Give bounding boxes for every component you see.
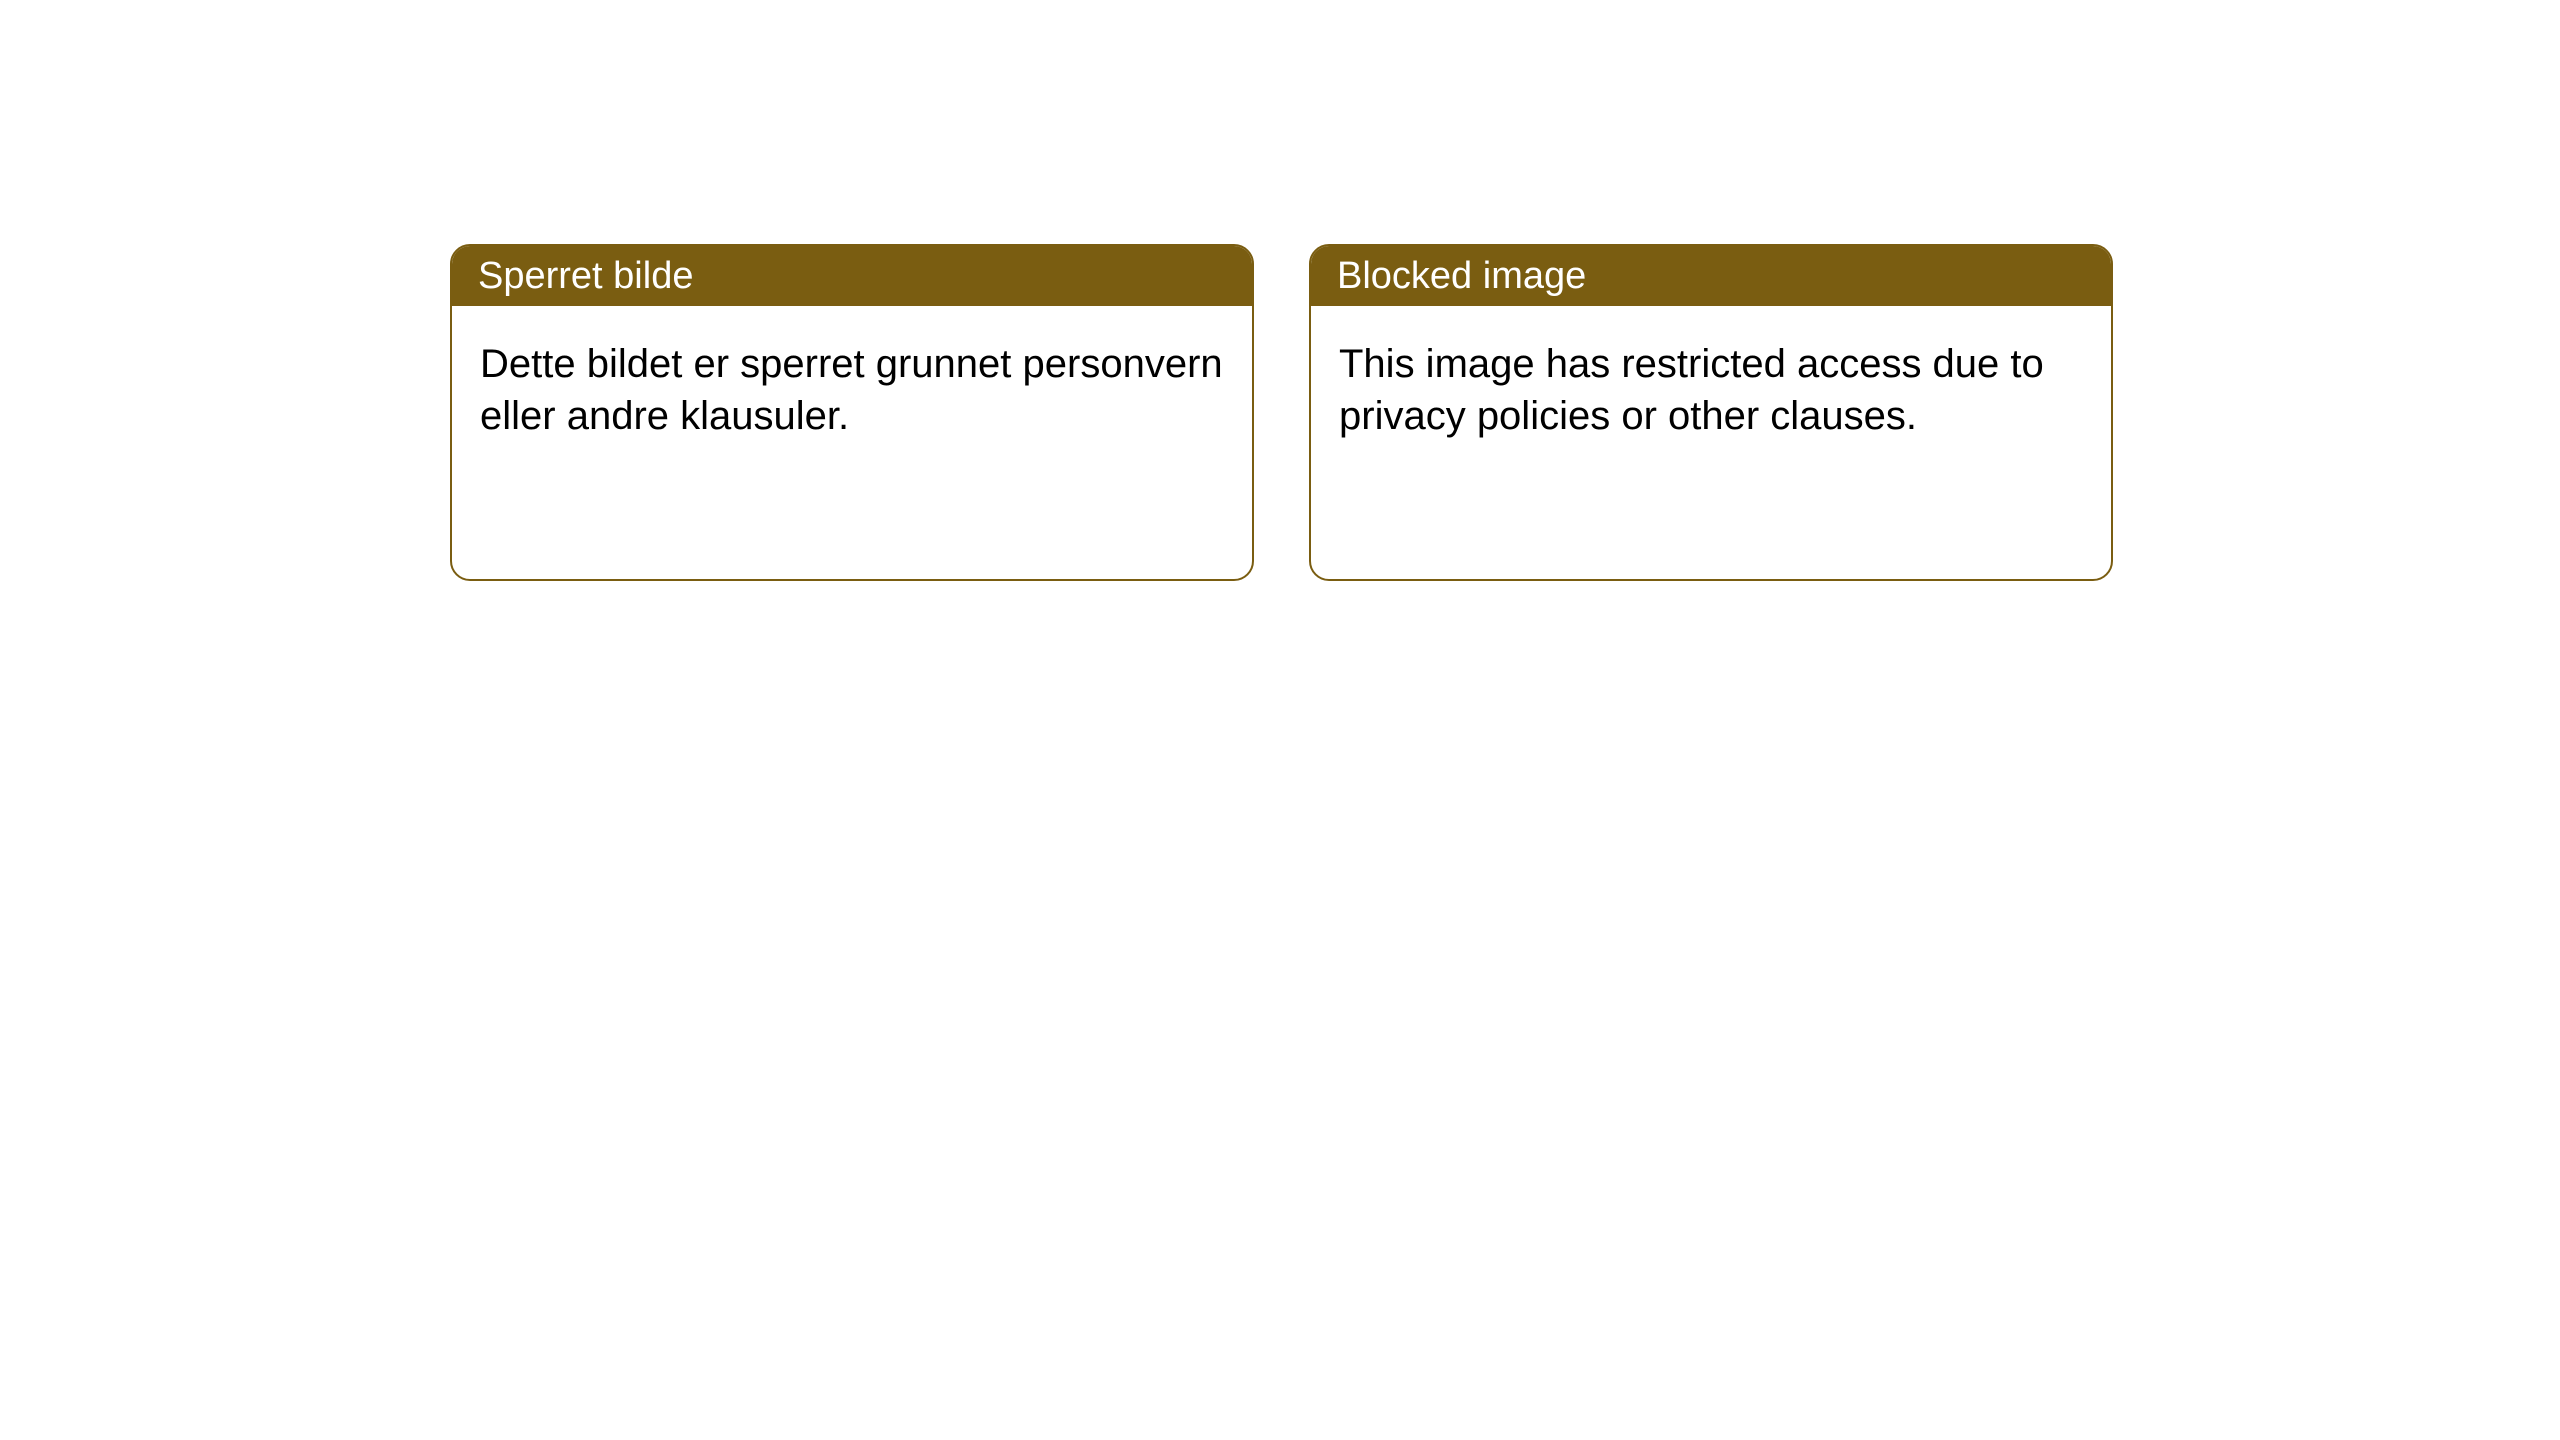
- notice-title-norwegian: Sperret bilde: [478, 255, 693, 298]
- notice-card-english: Blocked image This image has restricted …: [1309, 244, 2113, 581]
- notice-body-norwegian: Dette bildet er sperret grunnet personve…: [452, 306, 1252, 474]
- notice-text-norwegian: Dette bildet er sperret grunnet personve…: [480, 342, 1223, 438]
- notice-title-english: Blocked image: [1337, 255, 1586, 298]
- notice-body-english: This image has restricted access due to …: [1311, 306, 2111, 474]
- notice-text-english: This image has restricted access due to …: [1339, 342, 2044, 438]
- notice-container: Sperret bilde Dette bildet er sperret gr…: [0, 0, 2560, 581]
- notice-header-english: Blocked image: [1311, 246, 2111, 306]
- notice-card-norwegian: Sperret bilde Dette bildet er sperret gr…: [450, 244, 1254, 581]
- notice-header-norwegian: Sperret bilde: [452, 246, 1252, 306]
